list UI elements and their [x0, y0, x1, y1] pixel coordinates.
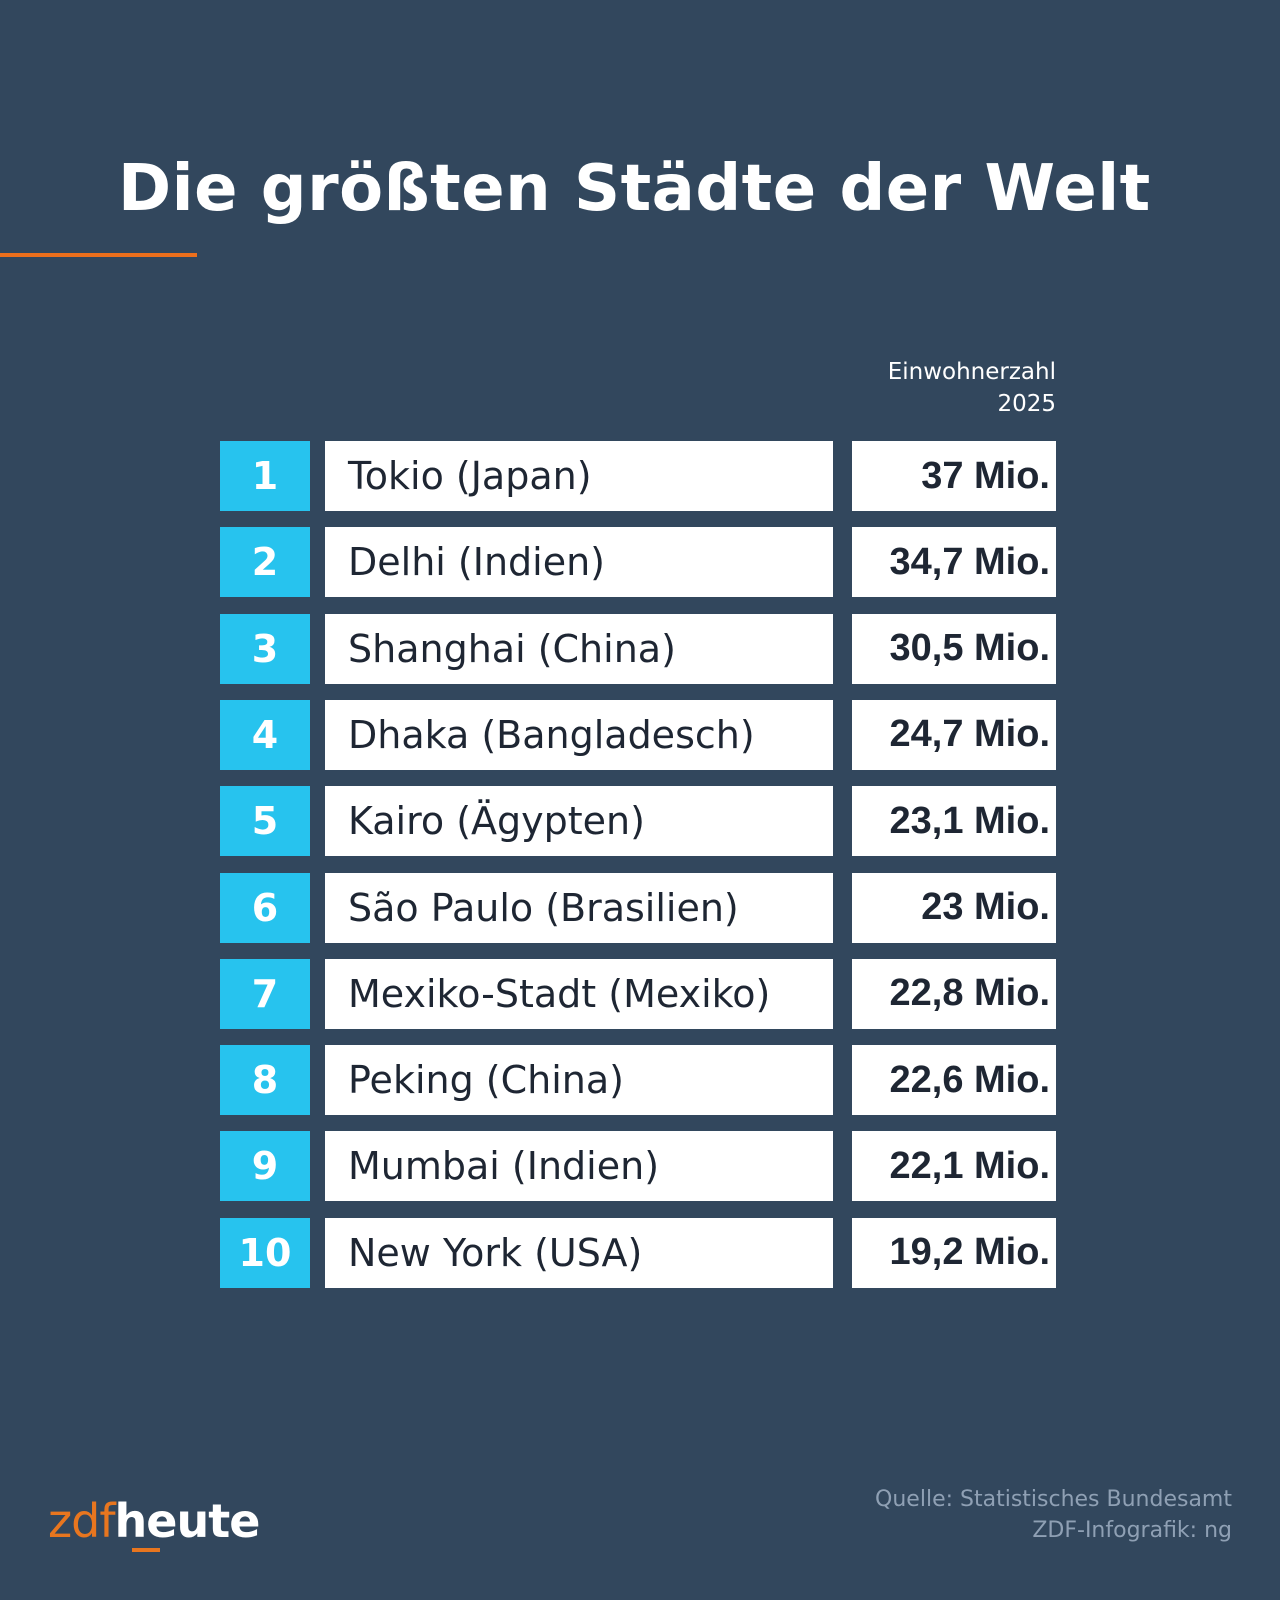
city-name: Delhi (Indien)	[325, 527, 833, 598]
column-header: Einwohnerzahl 2025	[888, 356, 1056, 420]
logo-zdf: zdf	[48, 1494, 116, 1548]
rank-badge: 8	[220, 1045, 310, 1116]
population-value: 23,1 Mio.	[852, 786, 1056, 857]
source-line: Quelle: Statistisches Bundesamt	[875, 1487, 1232, 1512]
population-value: 22,1 Mio.	[852, 1131, 1056, 1202]
page-title: Die größten Städte der Welt	[118, 152, 1151, 226]
table-row: 6 São Paulo (Brasilien) 23 Mio.	[220, 872, 1058, 943]
city-name: Peking (China)	[325, 1045, 833, 1116]
city-name: New York (USA)	[325, 1217, 833, 1288]
rank-badge: 1	[220, 441, 310, 511]
accent-line	[0, 253, 197, 257]
table-row: 2 Delhi (Indien) 34,7 Mio.	[220, 527, 1058, 598]
population-value: 30,5 Mio.	[852, 613, 1056, 684]
rank-badge: 9	[220, 1131, 310, 1202]
table-row: 8 Peking (China) 22,6 Mio.	[220, 1045, 1058, 1116]
table-row: 9 Mumbai (Indien) 22,1 Mio.	[220, 1131, 1058, 1202]
rank-badge: 6	[220, 872, 310, 943]
column-header-year: 2025	[997, 391, 1056, 417]
city-name: São Paulo (Brasilien)	[325, 872, 833, 943]
source-credit: Quelle: Statistisches Bundesamt ZDF-Info…	[875, 1484, 1232, 1546]
rank-badge: 7	[220, 958, 310, 1029]
rank-badge: 2	[220, 527, 310, 598]
city-name: Mexiko-Stadt (Mexiko)	[325, 958, 833, 1029]
population-value: 19,2 Mio.	[852, 1217, 1056, 1288]
table-row: 3 Shanghai (China) 30,5 Mio.	[220, 613, 1058, 684]
rank-badge: 10	[220, 1217, 310, 1288]
population-value: 23 Mio.	[852, 872, 1056, 943]
city-name: Mumbai (Indien)	[325, 1131, 833, 1202]
logo-heute: heute	[114, 1494, 261, 1548]
population-value: 34,7 Mio.	[852, 527, 1056, 598]
table-row: 10 New York (USA) 19,2 Mio.	[220, 1217, 1058, 1288]
city-name: Shanghai (China)	[325, 613, 833, 684]
population-value: 37 Mio.	[852, 441, 1056, 511]
city-name: Dhaka (Bangladesch)	[325, 699, 833, 770]
table-row: 5 Kairo (Ägypten) 23,1 Mio.	[220, 786, 1058, 857]
credit-line: ZDF-Infografik: ng	[1032, 1518, 1232, 1543]
zdfheute-logo: zdfheute	[48, 1494, 261, 1548]
rank-badge: 4	[220, 699, 310, 770]
city-name: Kairo (Ägypten)	[325, 786, 833, 857]
rank-badge: 3	[220, 613, 310, 684]
population-value: 22,6 Mio.	[852, 1045, 1056, 1116]
table-row: 7 Mexiko-Stadt (Mexiko) 22,8 Mio.	[220, 958, 1058, 1029]
table-row: 1 Tokio (Japan) 37 Mio.	[220, 441, 1058, 511]
logo-underline	[132, 1548, 160, 1552]
city-name: Tokio (Japan)	[325, 441, 833, 511]
population-value: 22,8 Mio.	[852, 958, 1056, 1029]
table-row: 4 Dhaka (Bangladesch) 24,7 Mio.	[220, 699, 1058, 770]
rank-badge: 5	[220, 786, 310, 857]
column-header-label: Einwohnerzahl	[887, 359, 1056, 385]
population-value: 24,7 Mio.	[852, 699, 1056, 770]
